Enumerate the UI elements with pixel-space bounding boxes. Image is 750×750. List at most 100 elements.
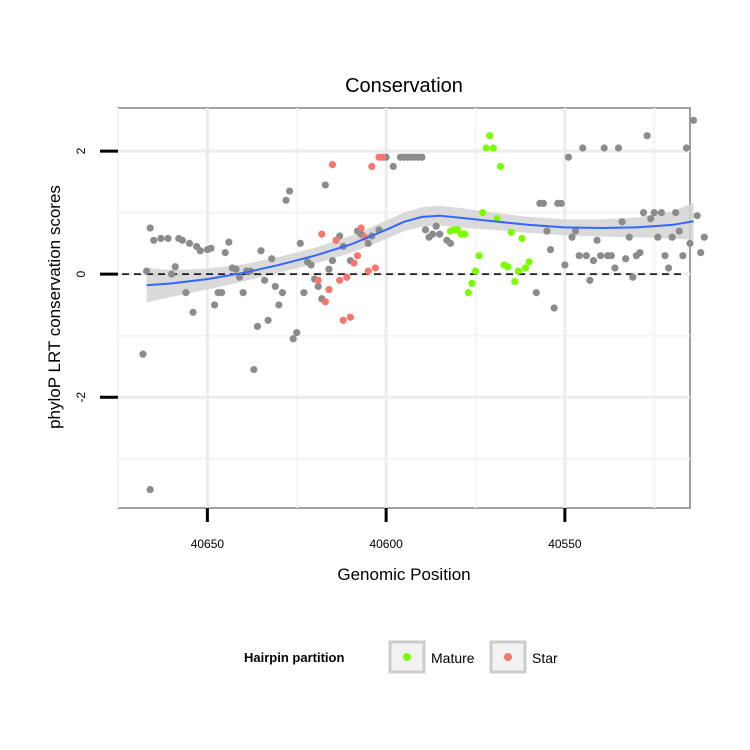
data-point-other [661, 252, 669, 260]
data-point-other [561, 261, 569, 269]
data-point-star [336, 276, 344, 284]
data-point-other [321, 181, 329, 189]
x-tick-label: 40550 [548, 537, 582, 551]
data-point-other [218, 289, 226, 297]
data-point-other [614, 144, 623, 152]
data-point-other [257, 247, 265, 255]
data-point-other [150, 236, 158, 244]
data-point-mature [464, 289, 472, 297]
data-point-other [225, 238, 233, 246]
data-point-other [157, 234, 165, 243]
data-point-other [679, 252, 687, 260]
data-point-other [689, 116, 698, 124]
y-tick-label: -2 [74, 392, 88, 403]
data-point-other [643, 132, 651, 140]
data-point-mature [489, 144, 497, 152]
data-point-other [146, 224, 154, 232]
data-point-other [697, 249, 705, 257]
data-point-other [582, 252, 590, 260]
data-point-other [232, 265, 240, 273]
data-point-mature [521, 264, 530, 272]
data-point-star [368, 162, 376, 171]
data-point-other [693, 212, 701, 220]
legend-label-star: Star [532, 650, 558, 666]
data-point-other [575, 252, 583, 260]
data-point-other [364, 239, 372, 247]
data-point-star [357, 224, 365, 232]
data-point-mature [471, 267, 480, 275]
legend-dot-star [504, 653, 512, 661]
data-point-star [353, 252, 362, 260]
data-point-other [622, 255, 630, 263]
data-point-other [629, 273, 637, 281]
data-point-other [221, 249, 229, 257]
data-point-other [675, 227, 683, 235]
axes: 40650 40600 40550 -2 0 2 [74, 147, 582, 551]
data-point-mature [461, 230, 469, 238]
x-axis-title: Genomic Position [337, 565, 470, 584]
data-point-other [235, 273, 244, 281]
data-point-other [210, 301, 219, 309]
data-point-mature [482, 144, 490, 152]
data-point-other [700, 233, 708, 241]
data-point-other [328, 257, 337, 265]
data-point-other [207, 244, 215, 252]
data-point-other [647, 215, 655, 223]
data-point-mature [486, 132, 494, 140]
data-point-other [282, 196, 290, 204]
data-point-star [321, 298, 329, 306]
data-point-other [389, 162, 397, 171]
data-point-other [550, 304, 558, 312]
data-point-other [532, 289, 540, 297]
data-point-other [446, 239, 455, 247]
data-point-mature [504, 263, 512, 271]
data-point-other [432, 222, 440, 230]
data-point-mature [511, 277, 519, 286]
data-point-other [296, 239, 304, 247]
y-tick-label: 2 [74, 147, 88, 154]
data-point-other [264, 316, 272, 324]
data-point-other [185, 239, 194, 247]
data-point-other [654, 233, 662, 241]
data-point-star [364, 267, 372, 275]
data-point-mature [507, 228, 515, 236]
data-point-mature [496, 162, 505, 171]
data-point-other [600, 144, 608, 152]
y-tick-label: 0 [74, 270, 88, 277]
data-point-other [253, 322, 262, 331]
data-point-other [418, 153, 426, 161]
data-point-mature [525, 258, 533, 266]
x-tick-label: 40650 [191, 537, 225, 551]
data-point-mature [468, 279, 476, 287]
data-point-other [307, 261, 315, 269]
data-point-other [178, 236, 186, 244]
data-point-other [268, 255, 276, 263]
data-point-mature [475, 252, 483, 260]
data-point-other [564, 153, 573, 161]
data-point-other [143, 267, 151, 275]
data-point-star [328, 161, 337, 169]
data-point-other [639, 209, 648, 217]
data-point-other [271, 282, 279, 291]
data-point-other [189, 308, 197, 316]
data-point-star [318, 230, 326, 238]
data-point-other [607, 252, 615, 260]
data-point-star [350, 259, 358, 267]
y-axis-title: phyloP LRT conservation scores [45, 185, 64, 429]
data-point-other [289, 335, 297, 343]
data-point-star [378, 153, 387, 161]
data-point-other [579, 144, 587, 152]
data-point-other [421, 226, 430, 234]
data-point-other [314, 282, 322, 291]
data-point-other [250, 365, 258, 374]
legend-title: Hairpin partition [244, 650, 344, 665]
data-point-star [339, 316, 347, 324]
legend-key-mature [388, 640, 426, 674]
data-point-other [650, 209, 658, 217]
data-point-other [543, 227, 551, 235]
data-point-other [682, 144, 691, 152]
data-point-other [436, 230, 444, 238]
data-point-star [314, 276, 322, 284]
data-point-mature [518, 234, 526, 243]
